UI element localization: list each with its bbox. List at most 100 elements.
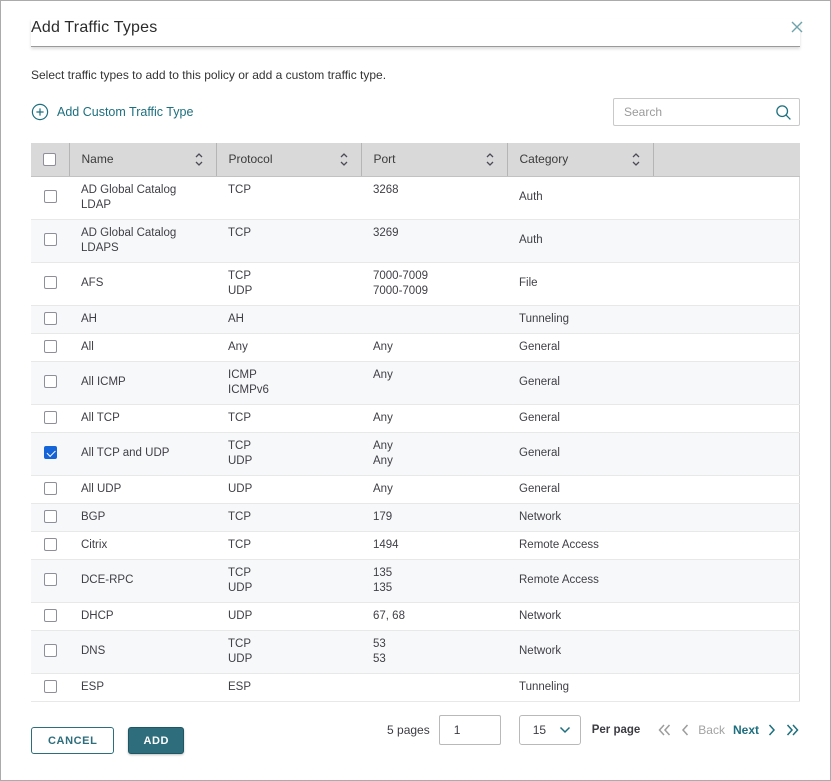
- cell-port: 3268: [361, 176, 507, 220]
- sort-icon[interactable]: [194, 152, 204, 167]
- pages-count-label: 5 pages: [387, 722, 430, 737]
- cell-name: Citrix: [69, 531, 216, 560]
- row-checkbox[interactable]: [43, 679, 57, 693]
- column-header-port[interactable]: Port: [361, 143, 508, 177]
- table-row[interactable]: AD Global Catalog LDAP TCP 3268 Auth: [31, 176, 800, 220]
- table-row[interactable]: AFS TCP UDP 7000-7009 7000-7009 File: [31, 262, 800, 306]
- row-checkbox[interactable]: [43, 276, 57, 290]
- row-checkbox[interactable]: [43, 410, 57, 424]
- back-link[interactable]: Back: [698, 722, 725, 737]
- cell-name: AFS: [69, 262, 216, 306]
- column-header-empty: [653, 143, 800, 177]
- add-custom-traffic-type-label: Add Custom Traffic Type: [57, 105, 194, 119]
- header-select-all-cell: [31, 143, 70, 177]
- sort-icon[interactable]: [339, 152, 349, 167]
- cell-category: Remote Access: [507, 531, 653, 560]
- table-row[interactable]: DCE-RPC TCP UDP 135 135 Remote Access: [31, 559, 800, 603]
- column-header-name[interactable]: Name: [69, 143, 217, 177]
- close-button[interactable]: [786, 17, 808, 39]
- last-page-icon[interactable]: [785, 723, 800, 737]
- table-row[interactable]: Citrix TCP 1494 Remote Access: [31, 531, 800, 560]
- cell-category: Network: [507, 602, 653, 631]
- row-checkbox[interactable]: [43, 375, 57, 389]
- previous-page-icon[interactable]: [680, 723, 690, 737]
- table-row[interactable]: ESP ESP Tunneling: [31, 673, 800, 702]
- table-row[interactable]: All Any Any General: [31, 333, 800, 362]
- row-checkbox[interactable]: [43, 608, 57, 622]
- plus-circle-icon: [31, 103, 49, 121]
- row-checkbox[interactable]: [43, 446, 57, 460]
- row-checkbox[interactable]: [43, 644, 57, 658]
- cell-protocol: TCP UDP: [216, 262, 361, 306]
- cell-name: All: [69, 333, 216, 362]
- table-row[interactable]: BGP TCP 179 Network: [31, 503, 800, 532]
- search-input[interactable]: [613, 98, 800, 126]
- cell-protocol: ICMP ICMPv6: [216, 361, 361, 405]
- cell-category: General: [507, 475, 653, 504]
- cell-empty: [653, 361, 800, 405]
- row-checkbox[interactable]: [43, 190, 57, 204]
- column-header-protocol[interactable]: Protocol: [216, 143, 362, 177]
- cell-protocol: TCP: [216, 219, 361, 263]
- close-icon: [791, 21, 803, 32]
- table-row[interactable]: All UDP UDP Any General: [31, 475, 800, 504]
- row-checkbox[interactable]: [43, 311, 57, 325]
- cell-port: 53 53: [361, 630, 507, 674]
- cell-empty: [653, 673, 800, 702]
- dialog-description: Select traffic types to add to this poli…: [31, 68, 387, 82]
- cell-port: Any: [361, 404, 507, 433]
- cell-name: All ICMP: [69, 361, 216, 405]
- cell-category: Tunneling: [507, 305, 653, 334]
- row-checkbox[interactable]: [43, 537, 57, 551]
- table-row[interactable]: All TCP TCP Any General: [31, 404, 800, 433]
- next-link[interactable]: Next: [732, 722, 759, 737]
- cell-empty: [653, 176, 800, 220]
- cell-empty: [653, 262, 800, 306]
- row-checkbox[interactable]: [43, 481, 57, 495]
- cell-protocol: TCP UDP: [216, 432, 361, 476]
- chevron-down-icon: [559, 726, 570, 733]
- cell-port: 135 135: [361, 559, 507, 603]
- cell-protocol: ESP: [216, 673, 361, 702]
- cell-port: [361, 673, 507, 702]
- next-page-icon[interactable]: [767, 723, 777, 737]
- table-row[interactable]: DNS TCP UDP 53 53 Network: [31, 630, 800, 674]
- first-page-icon[interactable]: [657, 723, 672, 737]
- cell-name: All TCP and UDP: [69, 432, 216, 476]
- cell-empty: [653, 503, 800, 532]
- column-label-port: Port: [373, 152, 396, 167]
- table-row[interactable]: DHCP UDP 67, 68 Network: [31, 602, 800, 631]
- cell-category: Tunneling: [507, 673, 653, 702]
- cell-category: Network: [507, 503, 653, 532]
- add-custom-traffic-type-link[interactable]: Add Custom Traffic Type: [31, 103, 193, 121]
- cell-port: 7000-7009 7000-7009: [361, 262, 507, 306]
- row-checkbox[interactable]: [43, 573, 57, 587]
- table-row[interactable]: AD Global Catalog LDAPS TCP 3269 Auth: [31, 219, 800, 263]
- cell-port: Any: [361, 361, 507, 405]
- column-header-category[interactable]: Category: [507, 143, 654, 177]
- row-checkbox[interactable]: [43, 233, 57, 247]
- per-page-select[interactable]: 15: [518, 714, 581, 745]
- cell-port: Any: [361, 333, 507, 362]
- add-button[interactable]: ADD: [128, 727, 185, 754]
- row-checkbox[interactable]: [43, 509, 57, 523]
- sort-icon[interactable]: [485, 152, 495, 167]
- cell-name: BGP: [69, 503, 216, 532]
- cell-category: Network: [507, 630, 653, 674]
- cell-category: General: [507, 333, 653, 362]
- table-row[interactable]: All ICMP ICMP ICMPv6 Any General: [31, 361, 800, 405]
- cell-empty: [653, 630, 800, 674]
- table-row[interactable]: AH AH Tunneling: [31, 305, 800, 334]
- row-checkbox[interactable]: [43, 339, 57, 353]
- pagination: 5 pages 15 Per page Back Next: [31, 714, 800, 745]
- table-row[interactable]: All TCP and UDP TCP UDP Any Any General: [31, 432, 800, 476]
- page-number-input[interactable]: [438, 714, 501, 745]
- per-page-value: 15: [532, 722, 547, 737]
- sort-icon[interactable]: [631, 152, 641, 167]
- cancel-button[interactable]: CANCEL: [31, 727, 115, 754]
- column-label-name: Name: [81, 152, 114, 167]
- cell-empty: [653, 602, 800, 631]
- cell-protocol: TCP: [216, 176, 361, 220]
- select-all-checkbox[interactable]: [43, 152, 57, 166]
- cell-name: AD Global Catalog LDAP: [69, 176, 216, 220]
